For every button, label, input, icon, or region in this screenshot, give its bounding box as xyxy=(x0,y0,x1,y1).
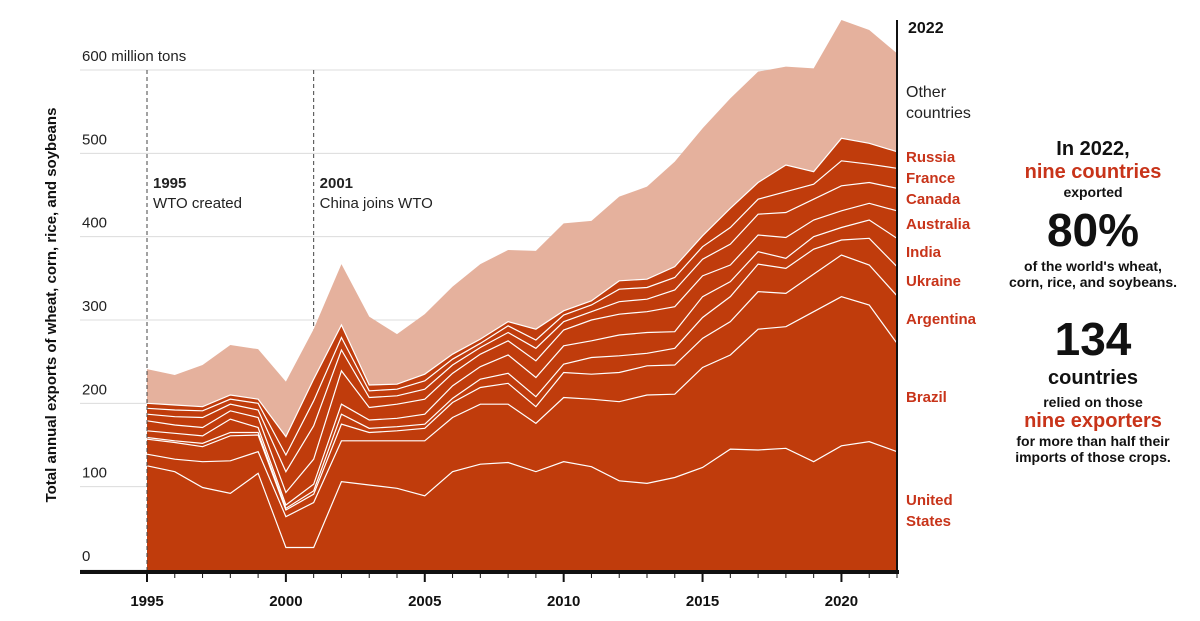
x-tick-label: 2000 xyxy=(269,593,302,610)
end-year-label: 2022 xyxy=(908,20,944,37)
callout-text: exported xyxy=(1063,184,1123,200)
legend-label: France xyxy=(906,169,956,187)
boundary-line xyxy=(146,296,898,518)
legend-label: Brazil xyxy=(906,389,947,406)
legend-label: United States xyxy=(906,491,953,530)
x-tick-label: 2010 xyxy=(547,593,580,610)
boundary-line xyxy=(146,137,898,438)
callout-text: relied on those xyxy=(1043,393,1143,410)
callout-text: In 2022, xyxy=(1056,138,1130,160)
boundary-line xyxy=(146,254,898,511)
y-tick-label: 300 xyxy=(82,298,107,315)
y-tick-label: 0 xyxy=(82,548,90,565)
area xyxy=(147,238,897,511)
x-tick-label: 2005 xyxy=(408,593,441,610)
callout-text: nine countries xyxy=(1024,161,1162,183)
area xyxy=(147,182,897,493)
annotation-text: WTO created xyxy=(153,195,242,212)
callout-number: 134 xyxy=(1054,312,1132,365)
area xyxy=(147,138,897,456)
legend-label: India xyxy=(906,244,942,261)
x-tick-label: 2015 xyxy=(686,593,719,610)
legend-label: Russia xyxy=(906,148,956,166)
legend-label: Argentina xyxy=(906,311,977,329)
callout-text: for more than half their xyxy=(1016,432,1170,449)
boundary-line xyxy=(146,160,898,457)
area xyxy=(147,20,897,437)
y-tick-label: 500 xyxy=(82,131,107,148)
area xyxy=(147,296,897,548)
y-axis-label: Total annual exports of wheat, corn, ric… xyxy=(43,108,60,503)
boundary-line xyxy=(146,181,898,473)
y-tick-label: 600 million tons xyxy=(82,48,186,65)
legend-label: Ukraine xyxy=(906,272,962,290)
legend-label: Canada xyxy=(906,191,961,209)
annotation-year: 1995 xyxy=(153,175,186,192)
y-tick-label: 400 xyxy=(82,215,107,232)
area xyxy=(147,203,897,506)
boundary-line xyxy=(146,237,898,510)
callout-number: 80% xyxy=(1046,204,1140,257)
boundary-line xyxy=(146,219,898,506)
callout-text: nine exporters xyxy=(1024,409,1162,432)
callout-text: countries xyxy=(1047,366,1139,389)
callout-text: of the world's wheat, xyxy=(1024,258,1162,275)
annotation-year: 2001 xyxy=(320,175,353,192)
area xyxy=(147,255,897,517)
y-tick-label: 200 xyxy=(82,381,107,398)
y-tick-label: 100 xyxy=(82,465,107,482)
legend-label: Australia xyxy=(906,216,971,234)
area xyxy=(147,441,897,570)
boundary-line xyxy=(146,202,898,494)
boundary-line xyxy=(146,441,898,549)
annotation-text: China joins WTO xyxy=(320,195,433,212)
callout: In 2022, nine countries exported 80% of … xyxy=(1000,138,1186,465)
legend-label: Other countries xyxy=(906,83,971,122)
x-tick-label: 1995 xyxy=(130,593,163,610)
callout-text: corn, rice, and soybeans. xyxy=(1008,274,1178,291)
x-tick-label: 2020 xyxy=(825,593,858,610)
callout-text: imports of those crops. xyxy=(1015,449,1171,466)
area xyxy=(147,160,897,472)
